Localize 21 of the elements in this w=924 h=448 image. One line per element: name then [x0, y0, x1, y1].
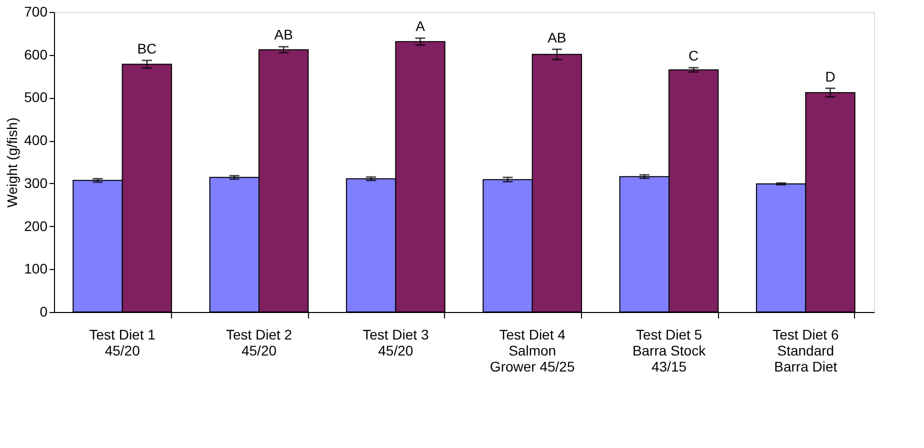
y-tick-label: 500 [24, 89, 48, 106]
y-axis-title: Weight (g/fish) [4, 118, 20, 208]
x-tick-label: Test Diet 1 45/20 [89, 326, 156, 358]
annotation: AB [274, 26, 293, 43]
annotation: BC [137, 40, 157, 56]
y-tick-label: 300 [24, 174, 48, 191]
x-tick-label: Test Diet 4 Salmon Grower 45/25 [490, 326, 575, 374]
x-tick-label: Test Diet 2 45/20 [226, 326, 292, 358]
annotation: D [825, 68, 836, 84]
y-tick-label: 400 [24, 132, 48, 148]
annotation: C [688, 48, 699, 64]
x-tick-label: Test Diet 5 Barra Stock 43/15 [632, 326, 707, 374]
annotation: A [416, 18, 426, 34]
y-tick-label: 600 [24, 46, 48, 62]
y-tick-label: 700 [24, 4, 48, 20]
y-tick-label: 200 [24, 218, 48, 234]
x-tick-label: Test Diet 6 Standard Barra Diet [772, 326, 839, 374]
y-tick-label: 100 [24, 260, 48, 277]
y-tick-label: 0 [40, 304, 48, 320]
x-tick-label: Test Diet 3 45/20 [362, 326, 429, 358]
annotation: AB [548, 29, 566, 46]
